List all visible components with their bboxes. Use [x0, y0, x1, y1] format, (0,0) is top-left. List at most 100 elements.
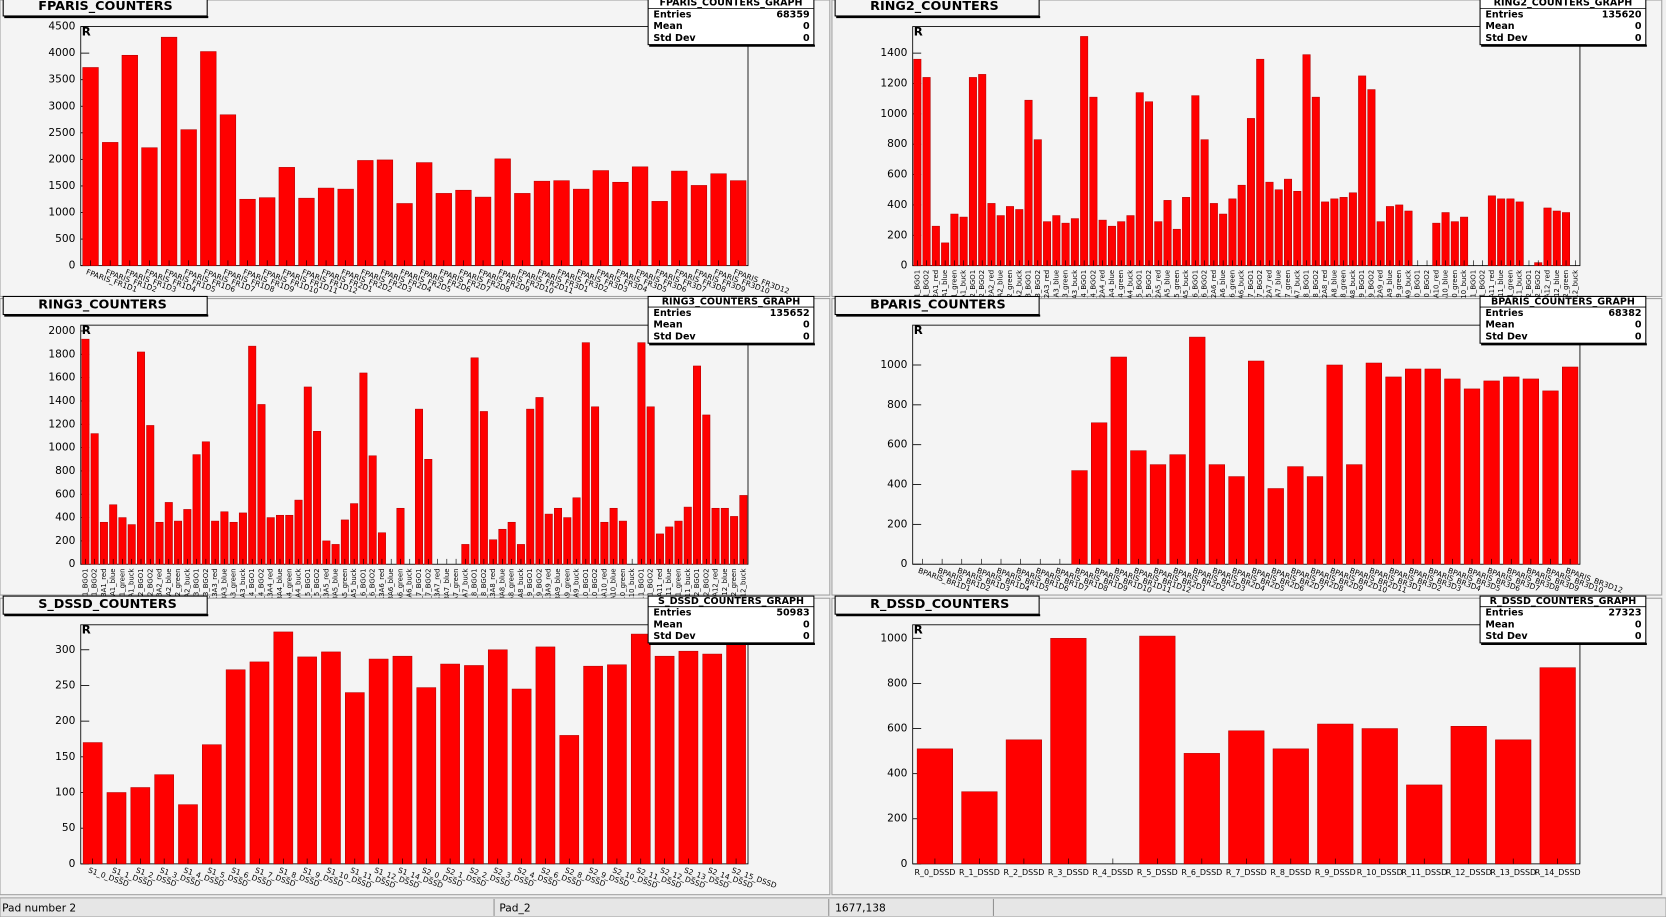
- bar: [507, 521, 516, 565]
- bar: [516, 544, 525, 565]
- x-tick-label: R2A1_green: [950, 270, 958, 312]
- corner-mark: R: [82, 623, 91, 637]
- bar: [81, 338, 90, 565]
- bar: [1284, 178, 1292, 266]
- bar: [1005, 739, 1042, 865]
- stats-value: 0: [1635, 21, 1642, 32]
- bar: [200, 51, 217, 266]
- x-tick-label: R2A7_green: [1284, 270, 1292, 312]
- x-tick-label: R2A4_blue: [1108, 270, 1116, 307]
- x-tick-label: R3A11_buck: [684, 568, 692, 611]
- x-tick-label: R2_5_BGO2: [1145, 270, 1153, 310]
- x-tick-label: R2_1_BGO1: [913, 270, 921, 310]
- x-tick-label: R3_5_BGO2: [313, 568, 321, 608]
- x-tick-label: R2A1_red: [932, 270, 940, 303]
- bar: [192, 454, 201, 565]
- x-tick-label: R2_10_BGO1: [1414, 270, 1422, 315]
- x-tick-label: R2A7_blue: [1275, 270, 1283, 307]
- x-tick-label: R2_8_BGO2: [1312, 270, 1320, 310]
- bar: [559, 735, 580, 865]
- bar: [220, 511, 229, 565]
- bar: [913, 58, 922, 266]
- bar: [637, 342, 646, 565]
- x-tick-label: R3A10_buck: [628, 568, 636, 611]
- stats-label: Std Dev: [653, 33, 696, 44]
- bar: [1061, 222, 1070, 266]
- stats-label: Entries: [1485, 608, 1523, 619]
- x-tick-label: R3A5_blue: [332, 568, 340, 605]
- bar: [1317, 723, 1354, 865]
- y-tick-label: 0: [69, 557, 76, 570]
- bar: [259, 197, 276, 266]
- stats-value: 0: [1635, 320, 1642, 331]
- x-tick-label: R2_12_BGO2: [1534, 270, 1542, 315]
- bar: [440, 663, 460, 865]
- bar: [665, 526, 674, 565]
- bar: [1015, 209, 1024, 266]
- bar: [1209, 203, 1218, 266]
- pad-title: BPARIS_COUNTERS: [870, 297, 1006, 312]
- bar: [1339, 197, 1348, 266]
- x-tick-label: R3A6_red: [378, 568, 386, 601]
- x-tick-label: R3A3_blue: [220, 568, 228, 605]
- x-tick-label: R3A1_blue: [109, 568, 117, 605]
- y-tick-label: 150: [55, 750, 75, 763]
- bar: [674, 520, 683, 565]
- stats-label: Mean: [653, 619, 682, 630]
- x-tick-label: R3_3_BGO1: [193, 568, 201, 608]
- stats-name: FPARIS_COUNTERS_GRAPH: [659, 0, 802, 9]
- bar: [654, 655, 675, 865]
- stats-name: RING2_COUNTERS_GRAPH: [1494, 0, 1633, 9]
- corner-mark: R: [914, 323, 923, 337]
- bar: [1348, 192, 1357, 266]
- bar: [82, 742, 103, 865]
- x-tick-label: R2A10_green: [1451, 270, 1459, 316]
- stats-label: Entries: [653, 608, 691, 619]
- bar: [1107, 225, 1116, 266]
- stats-value: 0: [1635, 33, 1642, 44]
- x-tick-label: R3_2_BGO1: [137, 568, 145, 608]
- y-tick-label: 4000: [48, 46, 75, 59]
- x-tick-label: R_7_DSSD: [1226, 868, 1267, 877]
- x-tick-label: R2A11_green: [1506, 270, 1514, 316]
- x-tick-label: R2A7_buck: [1293, 270, 1301, 308]
- bar: [1248, 360, 1265, 565]
- bar: [702, 414, 711, 565]
- y-tick-label: 1000: [880, 358, 907, 371]
- corner-mark: R: [82, 24, 91, 38]
- x-tick-label: R2_2_BGO1: [969, 270, 977, 310]
- x-tick-label: R_3_DSSD: [1048, 868, 1089, 877]
- x-tick-label: R_13_DSSD: [1490, 868, 1536, 877]
- x-tick-label: R3A11_red: [656, 568, 664, 605]
- x-tick-label: R2A5_buck: [1182, 270, 1190, 308]
- bar: [1495, 739, 1532, 865]
- bar: [102, 142, 119, 266]
- stats-value: 135620: [1602, 9, 1642, 20]
- bar: [690, 185, 708, 266]
- bar: [1311, 96, 1320, 266]
- stats-value: 0: [803, 33, 810, 44]
- y-tick-label: 400: [55, 511, 75, 524]
- bar: [533, 180, 551, 266]
- bar: [137, 351, 145, 565]
- x-tick-label: R3A4_green: [285, 568, 293, 610]
- x-tick-label: R3_9_BGO2: [535, 568, 543, 608]
- bar: [82, 67, 99, 266]
- x-tick-label: R3A1_green: [118, 568, 126, 610]
- x-tick-label: R3_12_BGO1: [693, 568, 701, 613]
- bar: [99, 521, 108, 565]
- bar: [922, 77, 931, 266]
- bar: [553, 180, 570, 266]
- bar: [1050, 638, 1087, 865]
- bar: [239, 198, 256, 266]
- x-tick-label: R3A6_green: [396, 568, 404, 610]
- bar: [248, 345, 257, 565]
- x-tick-label: R3A1_buck: [128, 568, 136, 606]
- bar: [1267, 488, 1284, 565]
- bar: [392, 655, 413, 865]
- pad-title: RING3_COUNTERS: [38, 297, 167, 312]
- bar: [435, 193, 452, 266]
- bar: [1183, 753, 1220, 865]
- bar: [1228, 476, 1245, 565]
- x-tick-label: R_5_DSSD: [1137, 868, 1178, 877]
